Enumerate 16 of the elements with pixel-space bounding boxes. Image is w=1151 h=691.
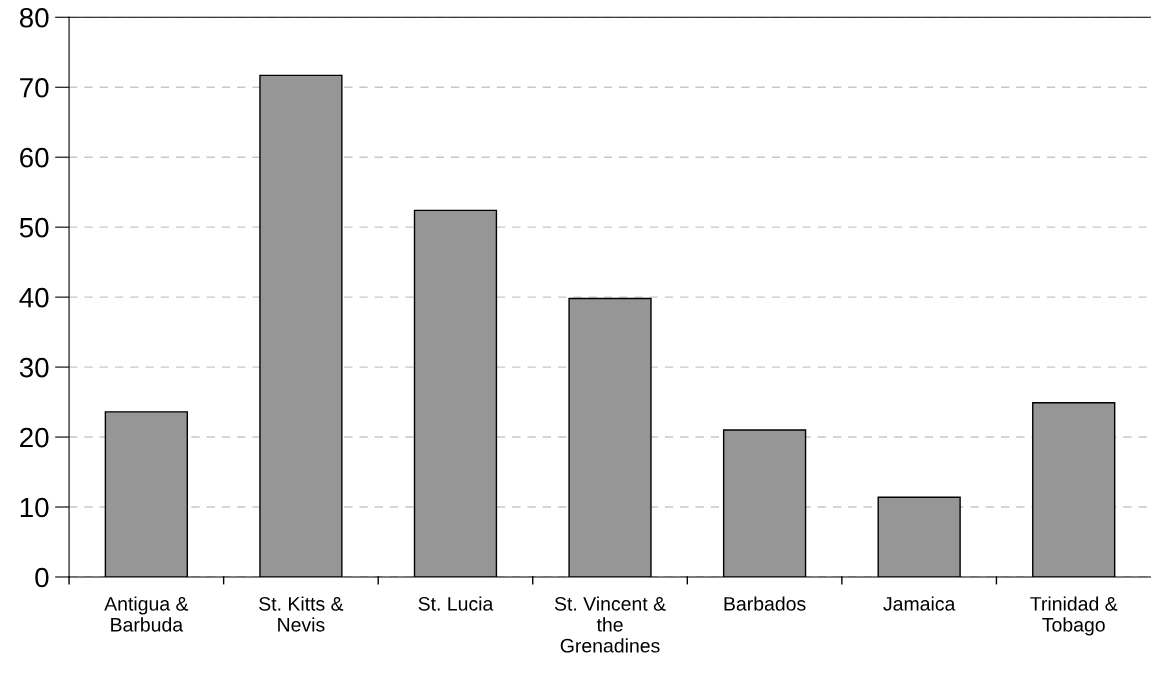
y-tick-label: 70 — [20, 77, 49, 98]
x-tick-label: St. Vincent & the Grenadines — [554, 596, 666, 653]
y-tick-label: 0 — [35, 567, 49, 588]
x-tick-label: Antigua & Barbuda — [104, 596, 189, 632]
x-tick-label: St. Kitts & Nevis — [259, 596, 344, 632]
x-tick-label: St. Lucia — [418, 596, 494, 611]
y-tick-label: 80 — [19, 7, 49, 28]
y-tick-label: 10 — [20, 497, 49, 518]
y-tick-label: 40 — [19, 287, 49, 308]
x-tick-label: Jamaica — [883, 596, 956, 611]
x-tick-label: Barbados — [724, 596, 806, 611]
y-tick-label: 60 — [20, 147, 49, 168]
y-tick-label: 20 — [20, 427, 49, 448]
x-tick-label: Trinidad & Tobago — [1030, 596, 1118, 636]
y-tick-label: 30 — [19, 357, 49, 378]
y-tick-label: 50 — [19, 217, 49, 238]
